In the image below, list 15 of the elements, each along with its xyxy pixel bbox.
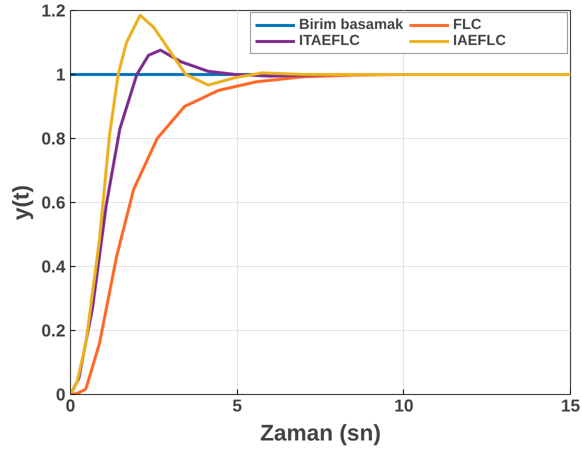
y-tick-label: 0.8 (41, 128, 66, 148)
y-tick-label: 0.2 (41, 320, 66, 340)
legend-label: FLC (453, 17, 482, 33)
legend-label: Birim basamak (299, 17, 404, 33)
x-tick-label: 15 (560, 396, 580, 416)
legend-label: ITAEFLC (299, 33, 361, 49)
y-tick-label: 1.2 (41, 0, 66, 20)
y-axis-title: y(t) (7, 184, 34, 220)
y-tick-label: 0.4 (41, 256, 66, 276)
x-tick-label: 5 (232, 396, 242, 416)
x-axis-title: Zaman (sn) (260, 420, 381, 446)
legend-label: IAEFLC (453, 33, 507, 49)
y-tick-label: 0.6 (41, 192, 66, 212)
x-tick-label: 10 (394, 396, 414, 416)
y-tick-label: 1 (56, 64, 66, 84)
